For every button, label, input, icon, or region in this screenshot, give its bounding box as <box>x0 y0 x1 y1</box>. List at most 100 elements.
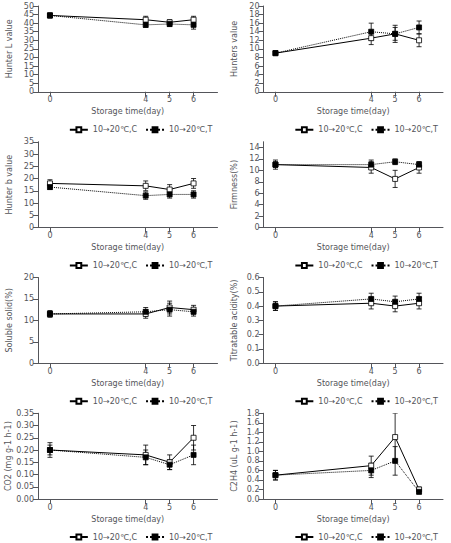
svg-text:4: 4 <box>254 200 259 209</box>
svg-text:6: 6 <box>191 95 196 104</box>
svg-text:6: 6 <box>417 95 422 104</box>
svg-text:45: 45 <box>24 10 34 19</box>
svg-text:0.6: 0.6 <box>247 466 260 475</box>
svg-text:6: 6 <box>191 503 196 512</box>
svg-text:5: 5 <box>167 503 172 512</box>
svg-text:20: 20 <box>24 53 34 62</box>
svg-text:2: 2 <box>254 212 259 221</box>
svg-text:0: 0 <box>29 223 34 232</box>
svg-text:5: 5 <box>167 367 172 376</box>
svg-text:15: 15 <box>24 186 34 195</box>
svg-text:Titratable acidity(%): Titratable acidity(%) <box>230 280 239 363</box>
svg-text:5: 5 <box>29 337 34 346</box>
svg-text:10→20℃,C: 10→20℃,C <box>93 125 138 134</box>
svg-text:Storage time(day): Storage time(day) <box>317 379 390 388</box>
svg-text:50: 50 <box>24 2 34 11</box>
svg-text:0: 0 <box>47 231 52 240</box>
svg-text:8: 8 <box>254 53 259 62</box>
svg-text:Hunter b value: Hunter b value <box>5 155 14 215</box>
svg-text:35: 35 <box>24 137 34 146</box>
svg-text:0: 0 <box>47 367 52 376</box>
svg-text:10→20℃,T: 10→20℃,T <box>395 261 439 270</box>
svg-text:0.2: 0.2 <box>247 330 260 339</box>
svg-text:5: 5 <box>29 211 34 220</box>
svg-text:C2H4 (uL g-1 h-1): C2H4 (uL g-1 h-1) <box>230 420 239 491</box>
svg-text:1.8: 1.8 <box>247 409 260 418</box>
svg-text:1.2: 1.2 <box>247 437 260 446</box>
svg-text:10→20℃,C: 10→20℃,C <box>318 261 363 270</box>
svg-text:0: 0 <box>273 231 278 240</box>
svg-text:0.2: 0.2 <box>247 485 260 494</box>
svg-text:30: 30 <box>24 36 34 45</box>
svg-text:5: 5 <box>167 231 172 240</box>
svg-text:2: 2 <box>254 79 259 88</box>
svg-text:0: 0 <box>254 87 259 96</box>
svg-text:4: 4 <box>143 95 148 104</box>
svg-text:0: 0 <box>47 503 52 512</box>
svg-text:8: 8 <box>254 177 259 186</box>
svg-text:10: 10 <box>249 44 259 53</box>
svg-text:20: 20 <box>249 2 259 11</box>
svg-text:30: 30 <box>24 150 34 159</box>
svg-text:Storage time(day): Storage time(day) <box>91 107 164 116</box>
svg-text:4: 4 <box>143 231 148 240</box>
svg-text:10→20℃,C: 10→20℃,C <box>318 397 363 406</box>
svg-text:Hunters value: Hunters value <box>230 21 239 77</box>
svg-text:4: 4 <box>143 503 148 512</box>
svg-text:4: 4 <box>369 231 374 240</box>
svg-text:5: 5 <box>393 503 398 512</box>
svg-text:0: 0 <box>273 95 278 104</box>
svg-text:0.25: 0.25 <box>16 433 34 442</box>
svg-text:0.05: 0.05 <box>16 482 34 491</box>
svg-text:20: 20 <box>24 273 34 282</box>
svg-text:Firmness(%): Firmness(%) <box>230 160 239 209</box>
svg-text:10→20℃,T: 10→20℃,T <box>169 261 213 270</box>
svg-text:6: 6 <box>417 367 422 376</box>
svg-text:10→20℃,T: 10→20℃,T <box>169 125 213 134</box>
svg-text:18: 18 <box>249 10 259 19</box>
svg-text:0.4: 0.4 <box>247 475 260 484</box>
svg-text:Storage time(day): Storage time(day) <box>91 515 164 524</box>
svg-text:Storage time(day): Storage time(day) <box>317 243 390 252</box>
svg-text:40: 40 <box>24 19 34 28</box>
svg-text:Soluble solid(%): Soluble solid(%) <box>5 288 14 352</box>
svg-text:0: 0 <box>273 503 278 512</box>
svg-text:12: 12 <box>249 154 259 163</box>
svg-text:0: 0 <box>273 367 278 376</box>
svg-text:10: 10 <box>24 316 34 325</box>
svg-text:0: 0 <box>29 87 34 96</box>
svg-text:1.0: 1.0 <box>247 447 260 456</box>
svg-text:10→20℃,C: 10→20℃,C <box>93 533 138 542</box>
svg-text:0.35: 0.35 <box>16 409 34 418</box>
svg-text:10→20℃,T: 10→20℃,T <box>169 533 213 542</box>
svg-text:0.30: 0.30 <box>16 421 34 430</box>
svg-text:15: 15 <box>24 294 34 303</box>
svg-text:Storage time(day): Storage time(day) <box>317 107 390 116</box>
svg-text:0.4: 0.4 <box>247 302 260 311</box>
svg-text:10→20℃,T: 10→20℃,T <box>395 533 439 542</box>
svg-text:10→20℃,C: 10→20℃,C <box>93 397 138 406</box>
svg-text:5: 5 <box>29 79 34 88</box>
svg-text:4: 4 <box>369 367 374 376</box>
svg-text:CO2 (mg g-1 h-1): CO2 (mg g-1 h-1) <box>4 421 13 491</box>
svg-text:0.00: 0.00 <box>16 495 34 504</box>
svg-text:6: 6 <box>254 62 259 71</box>
svg-text:25: 25 <box>24 44 34 53</box>
svg-text:15: 15 <box>24 62 34 71</box>
svg-text:6: 6 <box>191 231 196 240</box>
svg-text:0.20: 0.20 <box>16 446 34 455</box>
svg-text:10: 10 <box>249 166 259 175</box>
svg-text:6: 6 <box>254 189 259 198</box>
svg-text:1.6: 1.6 <box>247 418 260 427</box>
svg-text:0.6: 0.6 <box>247 273 260 282</box>
svg-text:10→20℃,T: 10→20℃,T <box>395 125 439 134</box>
svg-text:4: 4 <box>369 503 374 512</box>
svg-text:Hunter L value: Hunter L value <box>5 19 14 78</box>
svg-text:16: 16 <box>249 19 259 28</box>
svg-text:10: 10 <box>24 199 34 208</box>
svg-text:6: 6 <box>417 231 422 240</box>
svg-text:14: 14 <box>249 27 259 36</box>
svg-text:0.0: 0.0 <box>247 359 260 368</box>
svg-text:10→20℃,C: 10→20℃,C <box>93 261 138 270</box>
svg-text:Storage time(day): Storage time(day) <box>91 379 164 388</box>
